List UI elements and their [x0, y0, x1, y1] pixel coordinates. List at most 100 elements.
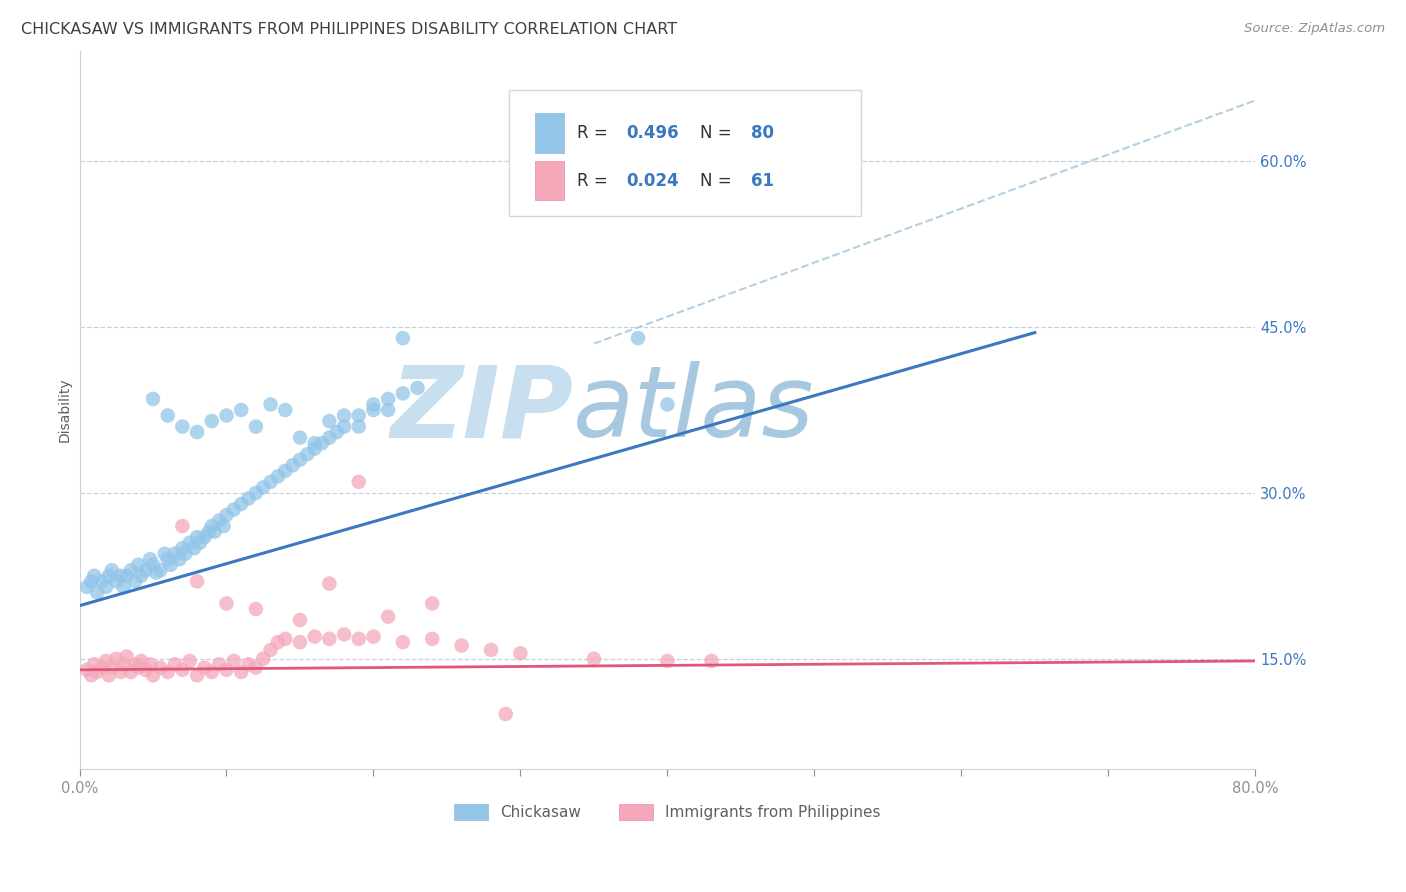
Point	[186, 668, 208, 682]
Point	[97, 569, 120, 583]
Point	[231, 665, 253, 679]
Point	[267, 635, 290, 649]
Point	[304, 442, 326, 456]
Point	[129, 569, 152, 583]
Point	[238, 491, 260, 506]
Point	[110, 665, 132, 679]
Point	[509, 646, 531, 660]
Point	[129, 654, 152, 668]
Text: 0.024: 0.024	[626, 172, 679, 191]
Point	[120, 665, 142, 679]
Point	[318, 576, 340, 591]
Point	[304, 436, 326, 450]
Point	[201, 519, 224, 533]
Point	[112, 657, 135, 672]
Point	[172, 663, 194, 677]
Y-axis label: Disability: Disability	[58, 377, 72, 442]
Point	[252, 652, 274, 666]
Point	[169, 552, 191, 566]
Point	[259, 643, 281, 657]
Point	[76, 663, 98, 677]
Point	[101, 660, 124, 674]
Point	[479, 643, 502, 657]
Point	[208, 657, 231, 672]
Point	[163, 547, 186, 561]
Point	[80, 668, 103, 682]
Point	[363, 630, 385, 644]
Point	[115, 649, 138, 664]
Point	[627, 331, 650, 345]
Point	[288, 613, 311, 627]
Text: N =: N =	[700, 124, 737, 143]
Point	[657, 397, 679, 411]
Point	[101, 563, 124, 577]
Point	[127, 660, 149, 674]
Point	[94, 654, 117, 668]
Point	[288, 431, 311, 445]
Point	[110, 569, 132, 583]
Point	[83, 657, 105, 672]
Text: 80: 80	[751, 124, 773, 143]
FancyBboxPatch shape	[509, 90, 862, 216]
Point	[149, 563, 172, 577]
Point	[156, 552, 179, 566]
Point	[347, 409, 370, 423]
Point	[174, 547, 197, 561]
Point	[222, 654, 245, 668]
Point	[304, 630, 326, 644]
Point	[179, 535, 201, 549]
Point	[333, 419, 356, 434]
Point	[215, 409, 238, 423]
Point	[179, 654, 201, 668]
Point	[231, 497, 253, 511]
Point	[94, 580, 117, 594]
Point	[145, 566, 167, 580]
Point	[142, 392, 165, 406]
Point	[124, 574, 146, 589]
Point	[259, 475, 281, 489]
Point	[208, 514, 231, 528]
Point	[347, 632, 370, 646]
Point	[86, 585, 108, 599]
Point	[231, 403, 253, 417]
Legend: Chickasaw, Immigrants from Philippines: Chickasaw, Immigrants from Philippines	[449, 798, 887, 826]
Point	[274, 632, 297, 646]
Point	[90, 660, 112, 674]
Point	[420, 632, 443, 646]
Bar	[534, 113, 564, 153]
Point	[120, 563, 142, 577]
Point	[149, 660, 172, 674]
Point	[377, 609, 399, 624]
Point	[363, 397, 385, 411]
Point	[245, 419, 267, 434]
Text: CHICKASAW VS IMMIGRANTS FROM PHILIPPINES DISABILITY CORRELATION CHART: CHICKASAW VS IMMIGRANTS FROM PHILIPPINES…	[21, 22, 678, 37]
Point	[105, 652, 128, 666]
Point	[274, 403, 297, 417]
Point	[392, 386, 415, 401]
Point	[495, 706, 517, 721]
Point	[420, 597, 443, 611]
Point	[215, 508, 238, 522]
Point	[318, 632, 340, 646]
Point	[252, 480, 274, 494]
Point	[212, 519, 235, 533]
Point	[238, 657, 260, 672]
Point	[325, 425, 347, 439]
Point	[215, 597, 238, 611]
Text: R =: R =	[576, 172, 613, 191]
Point	[183, 541, 205, 556]
Point	[135, 563, 157, 577]
Point	[318, 414, 340, 428]
Point	[156, 665, 179, 679]
Point	[259, 397, 281, 411]
Text: Source: ZipAtlas.com: Source: ZipAtlas.com	[1244, 22, 1385, 36]
Text: R =: R =	[576, 124, 613, 143]
Point	[142, 668, 165, 682]
Text: 0.496: 0.496	[626, 124, 679, 143]
Point	[156, 409, 179, 423]
Point	[83, 569, 105, 583]
Point	[406, 381, 429, 395]
Point	[172, 419, 194, 434]
Point	[288, 452, 311, 467]
Point	[201, 414, 224, 428]
